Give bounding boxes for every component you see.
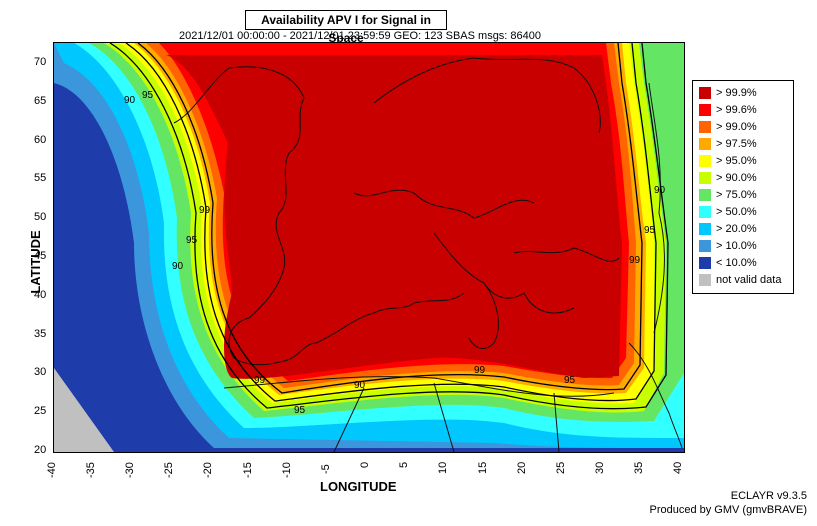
- legend-swatch: [699, 138, 711, 150]
- lat-tick: 60: [34, 134, 47, 146]
- legend-label: > 99.0%: [716, 121, 757, 133]
- legend-item: > 97.5%: [699, 136, 793, 153]
- lon-tick: 30: [594, 461, 606, 474]
- contour-label-95: 95: [644, 225, 656, 236]
- legend-item: > 99.9%: [699, 85, 793, 102]
- lon-tick: -5: [320, 464, 332, 474]
- legend-label: > 90.0%: [716, 172, 757, 184]
- chart-subtitle: 2021/12/01 00:00:00 - 2021/12/01 23:59:5…: [178, 30, 542, 42]
- lat-tick: 55: [34, 172, 47, 184]
- lon-tick: 5: [398, 461, 410, 468]
- lon-tick: 0: [359, 461, 371, 468]
- legend-label: > 75.0%: [716, 189, 757, 201]
- lon-tick: -40: [46, 462, 58, 478]
- legend-item: > 20.0%: [699, 221, 793, 238]
- legend-label: > 20.0%: [716, 223, 757, 235]
- legend: > 99.9% > 99.6% > 99.0% > 97.5% > 95.0% …: [692, 80, 794, 294]
- lon-tick: 40: [672, 461, 684, 474]
- lat-tick: 20: [34, 444, 47, 456]
- legend-swatch: [699, 257, 711, 269]
- lon-tick: -20: [202, 462, 214, 478]
- legend-label: < 10.0%: [716, 257, 757, 269]
- lon-tick: 35: [633, 461, 645, 474]
- band-99-9: [166, 55, 622, 379]
- legend-item: not valid data: [699, 272, 793, 289]
- legend-swatch: [699, 206, 711, 218]
- contour-label-90: 90: [124, 95, 136, 106]
- legend-item: < 10.0%: [699, 255, 793, 272]
- legend-swatch: [699, 155, 711, 167]
- legend-item: > 10.0%: [699, 238, 793, 255]
- lat-tick: 45: [34, 250, 47, 262]
- contour-label-95: 95: [142, 90, 154, 101]
- contour-label-90: 90: [354, 380, 366, 391]
- legend-item: > 99.0%: [699, 119, 793, 136]
- legend-label: not valid data: [716, 274, 782, 286]
- legend-swatch: [699, 223, 711, 235]
- legend-swatch: [699, 240, 711, 252]
- lon-tick: 25: [555, 461, 567, 474]
- legend-swatch: [699, 87, 711, 99]
- x-axis-label: LONGITUDE: [320, 479, 397, 494]
- contour-label-95: 95: [294, 405, 306, 416]
- availability-map-svg: 99 95 90 99 95 90 99 95 99 95 90 90 95: [54, 43, 684, 452]
- lat-tick: 30: [34, 366, 47, 378]
- lon-tick: -25: [163, 462, 175, 478]
- legend-label: > 99.9%: [716, 87, 757, 99]
- availability-map: 99 95 90 99 95 90 99 95 99 95 90 90 95: [53, 42, 685, 453]
- contour-label-95: 95: [186, 235, 198, 246]
- lon-tick: -10: [281, 462, 293, 478]
- contour-label-99: 99: [629, 255, 641, 266]
- contour-label-90: 90: [172, 261, 184, 272]
- not-valid-data-area: [54, 368, 114, 452]
- contour-label-99: 99: [254, 375, 266, 386]
- legend-label: > 10.0%: [716, 240, 757, 252]
- lat-tick: 65: [34, 95, 47, 107]
- coastlines: [173, 57, 683, 452]
- legend-item: > 75.0%: [699, 187, 793, 204]
- lat-tick: 70: [34, 56, 47, 68]
- lon-tick: 20: [516, 461, 528, 474]
- lat-tick: 35: [34, 328, 47, 340]
- legend-swatch: [699, 189, 711, 201]
- contour-label-95: 95: [564, 375, 576, 386]
- contour-label-90: 90: [654, 185, 666, 196]
- legend-label: > 97.5%: [716, 138, 757, 150]
- legend-label: > 99.6%: [716, 104, 757, 116]
- legend-item: > 95.0%: [699, 153, 793, 170]
- lon-tick: -35: [85, 462, 97, 478]
- contour-lines: [109, 43, 669, 410]
- software-version: ECLAYR v9.3.5: [730, 490, 807, 502]
- legend-label: > 95.0%: [716, 155, 757, 167]
- lat-tick: 50: [34, 211, 47, 223]
- legend-swatch: [699, 274, 711, 286]
- contour-labels: 99 95 90 99 95 90 99 95 99 95 90 90 95: [124, 90, 666, 416]
- lon-tick: 15: [477, 461, 489, 474]
- legend-swatch: [699, 172, 711, 184]
- legend-swatch: [699, 104, 711, 116]
- chart-title: Availability APV I for Signal in Space: [245, 10, 447, 45]
- producer-credit: Produced by GMV (gmvBRAVE): [649, 504, 807, 516]
- contour-label-99: 99: [474, 365, 486, 376]
- lon-tick: -15: [242, 462, 254, 478]
- lon-tick: -30: [124, 462, 136, 478]
- lat-tick: 40: [34, 289, 47, 301]
- lon-tick: 10: [437, 461, 449, 474]
- contour-label-99: 99: [199, 205, 211, 216]
- legend-item: > 99.6%: [699, 102, 793, 119]
- legend-item: > 90.0%: [699, 170, 793, 187]
- y-axis-label: LATITUDE: [28, 230, 44, 294]
- legend-item: > 50.0%: [699, 204, 793, 221]
- legend-label: > 50.0%: [716, 206, 757, 218]
- legend-swatch: [699, 121, 711, 133]
- lat-tick: 25: [34, 405, 47, 417]
